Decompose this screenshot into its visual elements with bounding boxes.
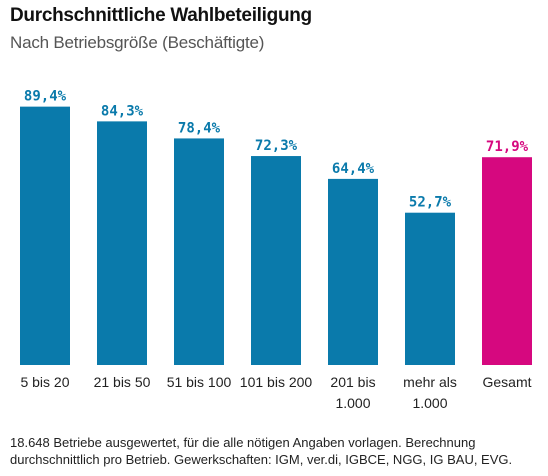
value-label-7: 71,9% [486, 139, 529, 155]
bar-5 [328, 178, 378, 365]
category-label-3: 51 bis 100 [167, 374, 232, 390]
category-label-2: 21 bis 50 [94, 374, 151, 390]
value-label-4: 72,3% [255, 138, 298, 154]
value-label-1: 89,4% [24, 89, 67, 105]
bar-2 [97, 121, 147, 365]
category-label-4: 101 bis 200 [240, 374, 313, 390]
category-label-7: Gesamt [482, 374, 531, 390]
footnote-line-2: durchschnittlich pro Betrieb. Gewerkscha… [10, 452, 513, 467]
category-label-6-line-2: 1.000 [412, 395, 447, 411]
bar-6 [405, 212, 455, 365]
category-label-1: 5 bis 20 [20, 374, 69, 390]
footnote: 18.648 Betriebe ausgewertet, für die all… [10, 434, 540, 468]
bar-4 [251, 156, 301, 365]
value-label-5: 64,4% [332, 161, 375, 177]
chart-subtitle: Nach Betriebsgröße (Beschäftigte) [10, 33, 265, 52]
category-label-5-line-2: 1.000 [335, 395, 370, 411]
value-label-2: 84,3% [101, 103, 144, 119]
bar-chart: 89,4% 5 bis 20 84,3% 21 bis 50 78,4% 51 bis 1… [20, 89, 532, 411]
category-label-5-line-1: 201 bis [330, 374, 375, 390]
footnote-line-1: 18.648 Betriebe ausgewertet, für die all… [10, 435, 476, 450]
chart-title: Durchschnittliche Wahlbeteiligung [10, 5, 312, 26]
value-label-3: 78,4% [178, 120, 221, 136]
bar-7 [482, 157, 532, 365]
bar-1 [20, 106, 70, 365]
category-label-6-line-1: mehr als [403, 374, 457, 390]
bar-3 [174, 138, 224, 365]
value-label-6: 52,7% [409, 195, 452, 211]
